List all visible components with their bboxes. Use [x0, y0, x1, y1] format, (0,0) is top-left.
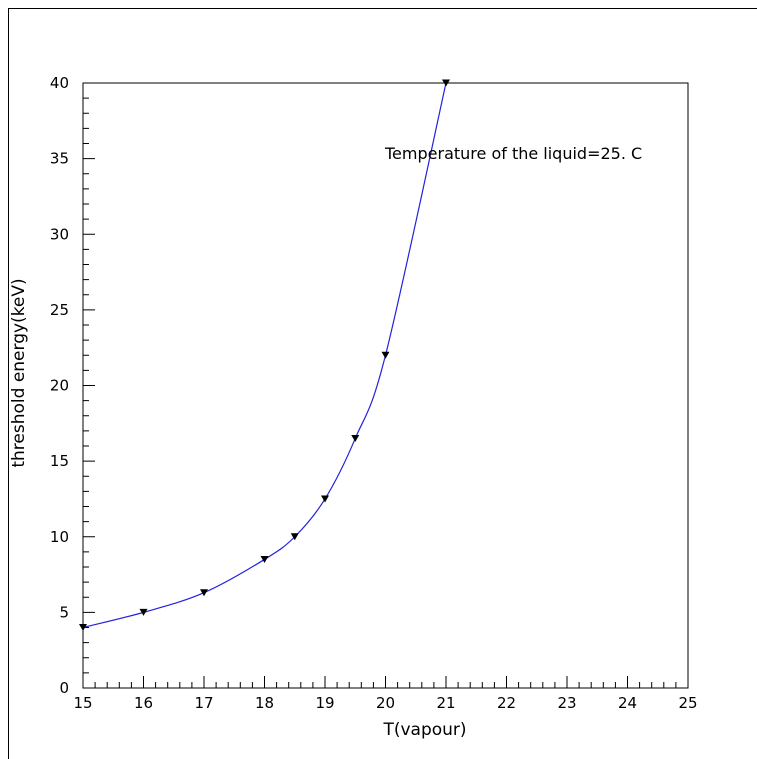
- x-tick-label: 17: [194, 694, 213, 712]
- x-tick-label: 22: [497, 694, 516, 712]
- series-line: [82, 82, 447, 629]
- y-tick-label: 35: [50, 150, 69, 168]
- data-point-marker: [260, 555, 269, 563]
- y-tick-label: 25: [50, 301, 69, 319]
- x-tick-label: 18: [255, 694, 274, 712]
- data-point-marker: [321, 495, 329, 503]
- y-tick-label: 15: [50, 452, 69, 470]
- x-tick-label: 25: [678, 694, 697, 712]
- data-point-marker: [381, 351, 390, 359]
- data-point-marker: [442, 79, 450, 87]
- y-axis: 0 5 10 15 20 25 30 35 40: [50, 74, 95, 697]
- y-tick-label: 20: [50, 377, 69, 395]
- y-axis-label: threshold energy(keV): [9, 278, 29, 467]
- x-tick-label: 21: [436, 694, 455, 712]
- x-tick-label: 23: [557, 694, 576, 712]
- plot-area: [82, 82, 689, 689]
- x-tick-label: 19: [315, 694, 334, 712]
- x-axis: 15 16 17 18 19 20 21 22 23 24 25: [73, 676, 698, 712]
- y-tick-label: 5: [59, 603, 69, 621]
- data-point-marker: [139, 608, 148, 616]
- x-tick-label: 20: [376, 694, 395, 712]
- y-tick-label: 10: [50, 528, 69, 546]
- data-point-marker: [200, 589, 208, 597]
- data-point-marker: [351, 434, 360, 442]
- data-point-marker: [79, 624, 87, 631]
- y-tick-label: 40: [50, 74, 69, 92]
- x-axis-label: T(vapour): [382, 720, 466, 740]
- x-tick-label: 15: [73, 694, 92, 712]
- x-tick-label: 16: [134, 694, 153, 712]
- data-point-marker: [290, 533, 299, 541]
- y-tick-label: 0: [59, 679, 69, 697]
- liquid-temperature-annotation: Temperature of the liquid=25. C: [384, 144, 642, 163]
- x-tick-label: 24: [618, 694, 637, 712]
- series-layer: [79, 79, 450, 631]
- y-tick-label: 30: [50, 225, 69, 243]
